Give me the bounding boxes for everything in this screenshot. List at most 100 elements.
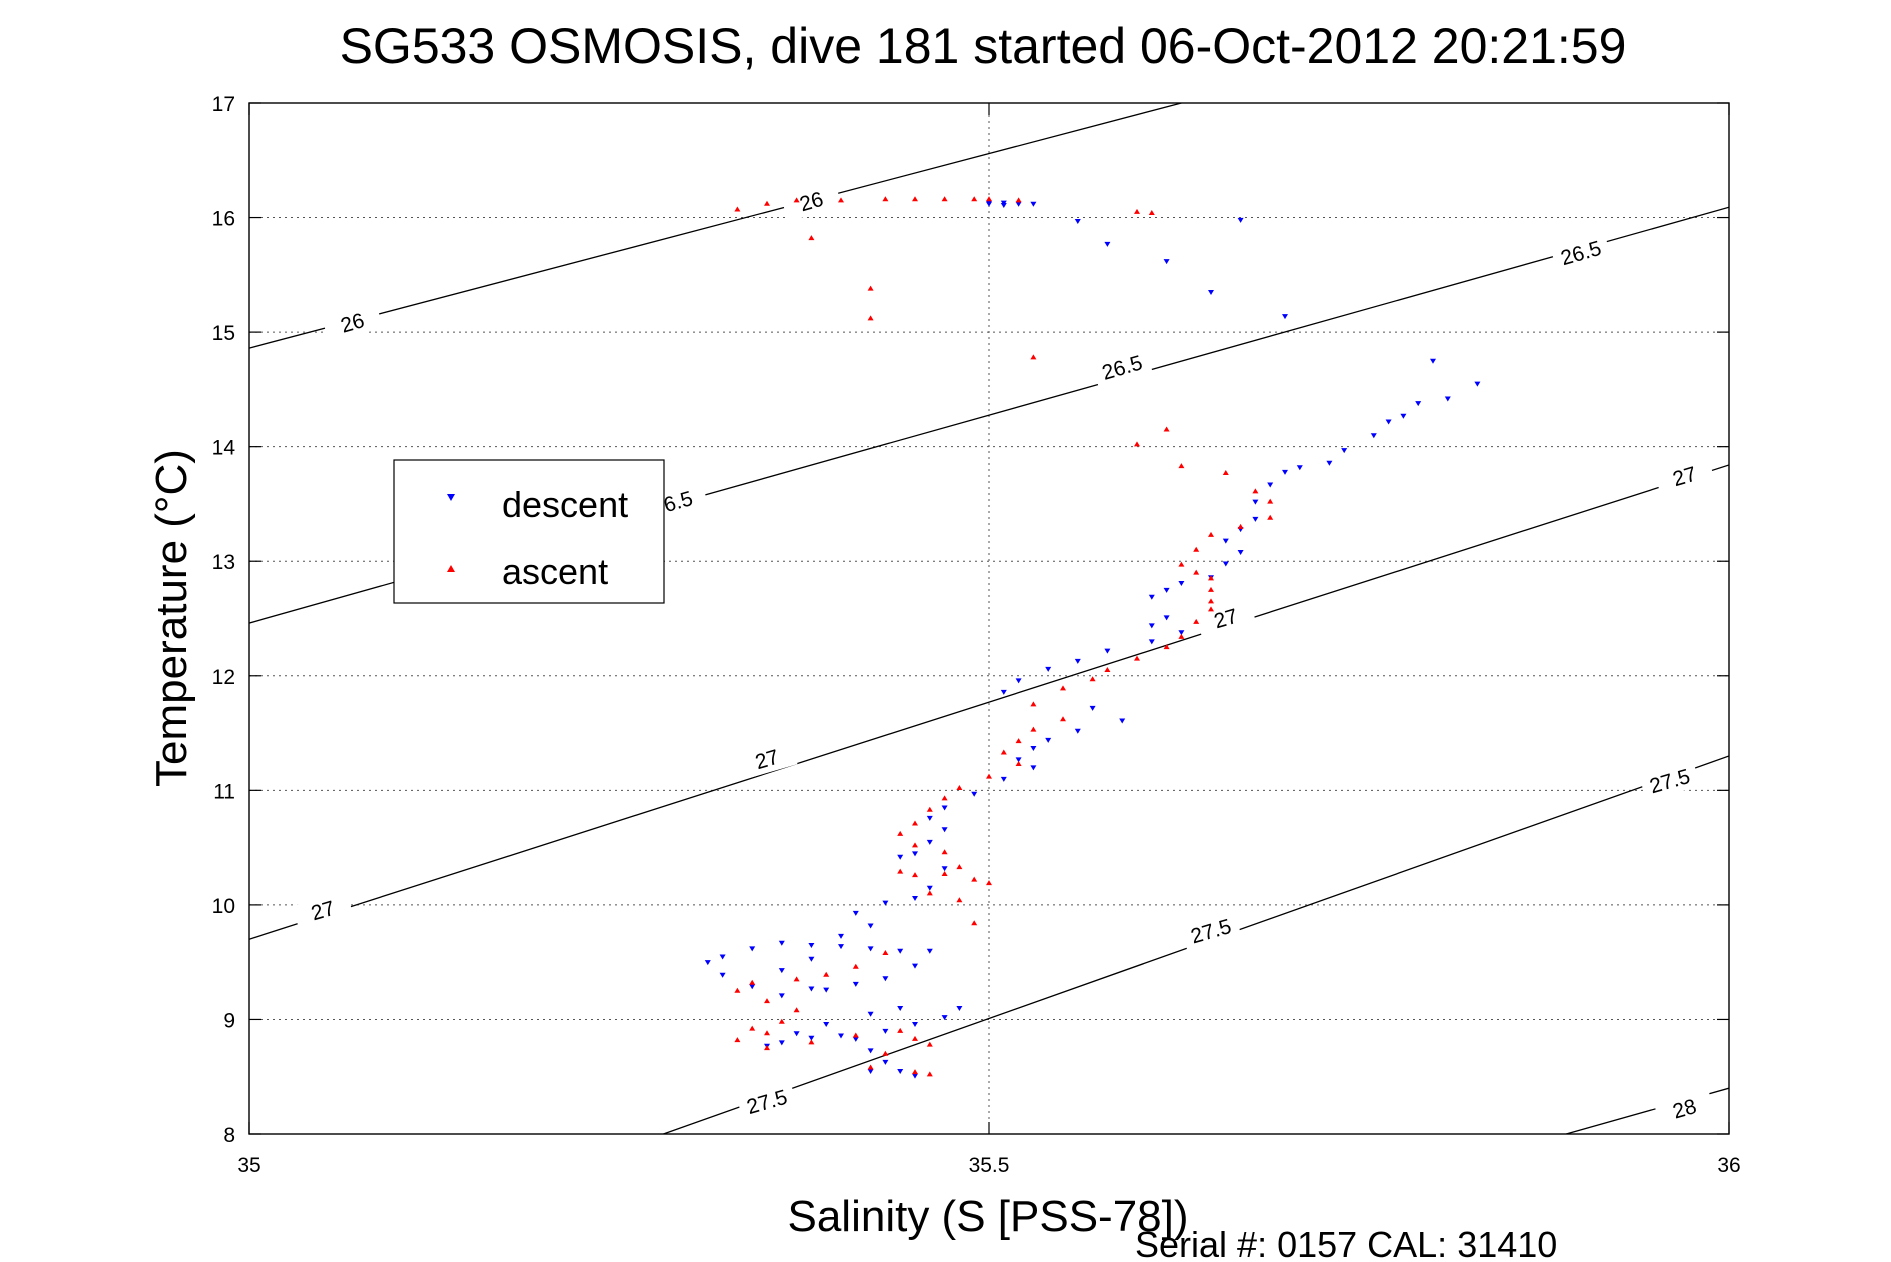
descent-point [1370, 433, 1377, 439]
ascent-point [793, 1007, 800, 1013]
descent-point [1267, 482, 1274, 488]
ascent-point [882, 196, 889, 202]
ascent-point [734, 1037, 741, 1043]
descent-point [1252, 516, 1259, 522]
descent-point [1341, 448, 1348, 454]
descent-point [912, 851, 918, 857]
y-tick-label: 11 [213, 780, 235, 803]
ascent-point [764, 1030, 770, 1036]
ascent-point [1089, 676, 1096, 682]
ascent-point [882, 1050, 889, 1056]
descent-point [823, 987, 830, 993]
ascent-point [1030, 726, 1037, 732]
descent-point [1208, 290, 1214, 296]
descent-point [986, 200, 992, 206]
descent-point [852, 981, 859, 987]
ascent-point [1267, 498, 1274, 504]
descent-point [867, 1011, 874, 1017]
contour-label-background [1091, 347, 1153, 388]
ascent-point [823, 971, 830, 977]
descent-point [1474, 381, 1481, 387]
ascent-point [1060, 685, 1066, 691]
descent-point [808, 986, 815, 992]
descent-point [1148, 623, 1155, 629]
descent-point [882, 1028, 889, 1034]
ascent-point [793, 976, 800, 982]
ascent-point [793, 197, 800, 203]
descent-point [1178, 630, 1185, 636]
ascent-point [926, 890, 933, 896]
ascent-point [1193, 569, 1200, 575]
contour-label-background [322, 302, 384, 344]
descent-point [1178, 580, 1185, 586]
descent-point [1252, 499, 1259, 505]
descent-point [778, 940, 785, 946]
descent-point [1089, 705, 1096, 711]
descent-point [1326, 460, 1333, 466]
ascent-point [838, 197, 844, 203]
ascent-point [1178, 561, 1185, 567]
y-tick-label: 13 [212, 551, 235, 574]
ascent-point [912, 842, 918, 848]
descent-point [897, 1068, 904, 1074]
descent-point [867, 1068, 874, 1074]
contour-label-background [1550, 232, 1612, 274]
descent-point [778, 993, 785, 999]
descent-point [1104, 648, 1111, 654]
descent-point [1074, 218, 1081, 224]
ascent-point [749, 979, 756, 985]
ascent-point [956, 897, 963, 903]
descent-point [1045, 737, 1052, 743]
descent-point [852, 910, 859, 916]
descent-point [941, 866, 948, 872]
descent-point [1415, 401, 1422, 407]
ascent-point [1193, 618, 1200, 624]
descent-point [1296, 465, 1303, 471]
descent-point [1000, 776, 1007, 782]
descent-point [838, 1033, 844, 1039]
descent-point [897, 854, 904, 860]
y-tick-label: 9 [223, 1009, 235, 1032]
ascent-point [941, 849, 948, 855]
descent-point [778, 1040, 785, 1046]
ascent-point [1178, 633, 1185, 639]
ascent-point [1163, 644, 1170, 650]
ascent-point [956, 864, 963, 870]
descent-point [1237, 217, 1244, 223]
ascent-point [1015, 760, 1022, 766]
descent-point [1045, 666, 1052, 672]
descent-point [1148, 639, 1155, 645]
descent-point [1074, 728, 1081, 734]
descent-point [1282, 314, 1288, 320]
contour-label-background [1654, 1088, 1716, 1130]
contour-label-background [292, 890, 354, 931]
ascent-point [1104, 667, 1111, 673]
contour-label-background [736, 1081, 798, 1123]
descent-point [1444, 396, 1451, 402]
descent-point [926, 815, 933, 821]
ascent-point [1000, 749, 1007, 755]
descent-point [926, 885, 933, 891]
y-tick-label: 14 [212, 437, 236, 460]
ascent-point [1208, 531, 1214, 537]
ascent-point [1134, 655, 1140, 661]
descent-point [867, 923, 874, 929]
descent-point [852, 1036, 859, 1042]
descent-point [838, 944, 844, 950]
descent-point [1282, 469, 1288, 475]
descent-point [882, 1059, 889, 1065]
y-tick-label: 10 [212, 895, 235, 918]
ascent-point [912, 196, 918, 202]
ascent-point [867, 1064, 874, 1070]
descent-point [778, 968, 785, 974]
ascent-point [764, 998, 770, 1004]
ascent-point [867, 285, 874, 291]
descent-point [1222, 561, 1229, 567]
ascent-point [852, 1032, 859, 1038]
y-tick-label: 12 [212, 666, 235, 689]
ascent-point [1208, 606, 1214, 612]
descent-point [719, 972, 726, 978]
descent-point [749, 984, 756, 990]
y-tick-label: 15 [212, 322, 235, 345]
descent-point [1104, 241, 1111, 247]
